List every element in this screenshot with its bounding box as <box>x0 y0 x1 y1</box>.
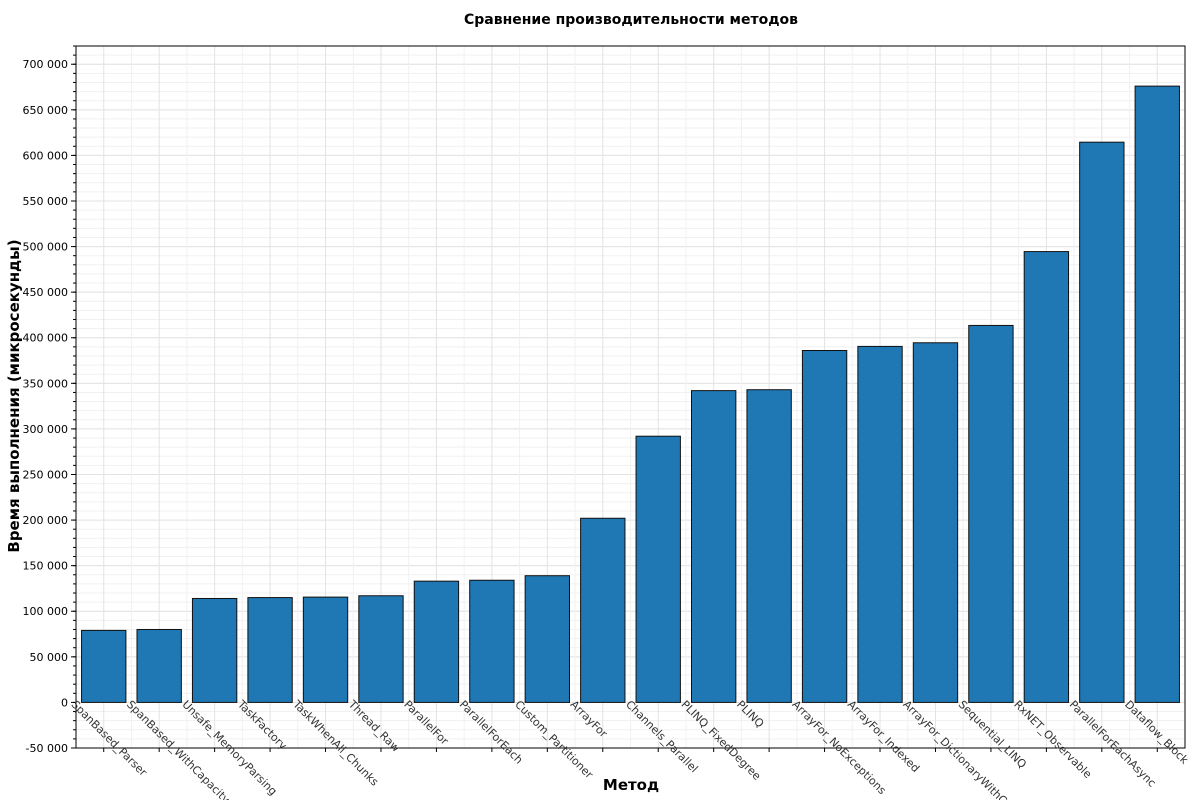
y-tick-label: 150 000 <box>23 560 69 573</box>
y-tick-label: 650 000 <box>23 104 69 117</box>
y-tick-label: 300 000 <box>23 423 69 436</box>
y-tick-label: 0 <box>61 696 68 709</box>
y-tick-label: 350 000 <box>23 377 69 390</box>
bar <box>857 345 903 703</box>
bar <box>358 595 404 703</box>
bar <box>469 579 515 703</box>
bar <box>580 517 626 703</box>
bar <box>801 350 848 703</box>
bar <box>524 575 571 703</box>
bar <box>912 342 959 703</box>
y-tick-label: 50 000 <box>30 651 69 664</box>
y-axis-label: Время выполнения (микросекунды) <box>5 239 23 552</box>
bar <box>635 435 681 703</box>
bar <box>136 628 182 703</box>
y-tick-label: 500 000 <box>23 241 69 254</box>
bars <box>81 85 1180 703</box>
bar <box>191 597 238 703</box>
y-tick-label: 100 000 <box>23 605 69 618</box>
bar <box>1134 85 1180 703</box>
bar <box>81 629 127 703</box>
y-tick-label: 450 000 <box>23 286 69 299</box>
x-axis-label: Метод <box>603 776 659 794</box>
bar <box>302 596 349 703</box>
y-tick-label: 400 000 <box>23 332 69 345</box>
bar <box>690 390 737 703</box>
bar <box>247 597 293 703</box>
grid-lines <box>75 45 1185 749</box>
bar <box>968 324 1014 703</box>
bar <box>1023 251 1070 703</box>
plot-frame <box>75 45 1186 749</box>
bar <box>746 389 792 703</box>
y-tick-label: -50 000 <box>26 742 68 755</box>
y-tick-label: 700 000 <box>23 58 69 71</box>
chart-title: Сравнение производительности методов <box>464 12 798 28</box>
y-tick-label: 600 000 <box>23 149 69 162</box>
bar <box>413 580 460 703</box>
y-axis-ticks: -50 000 0 50 000 100 000 150 000 200 000 250 0… <box>23 45 76 755</box>
y-tick-label: 550 000 <box>23 195 69 208</box>
y-tick-label: 250 000 <box>23 468 69 481</box>
y-tick-label: 200 000 <box>23 514 69 527</box>
bar <box>1079 141 1125 703</box>
